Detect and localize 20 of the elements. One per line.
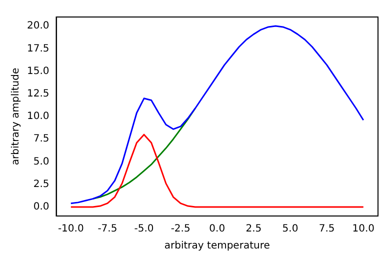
x-tick-label: 10.0 [352,224,375,235]
x-tick-label: 5.0 [282,224,298,235]
y-tick-label: 5.0 [33,156,50,168]
y-tick-label: 7.5 [33,134,50,145]
x-tick-label: -2.5 [170,224,190,235]
y-tick-label: 20.0 [27,20,50,32]
x-tick-label: 2.5 [246,224,262,235]
y-tick-label: 0.0 [33,202,50,213]
y-tick-label: 12.5 [27,88,50,100]
x-tick-label: 7.5 [318,224,335,235]
x-tick-label: 0.0 [209,224,226,235]
x-tick-label: -7.5 [98,224,118,235]
y-tick-label: 2.5 [33,178,50,190]
y-axis-title: arbitrary amplitude [10,68,22,166]
x-tick-label: -10.0 [58,224,84,235]
y-tick-label: 15.0 [27,66,50,77]
x-tick-label: -5.0 [134,224,154,235]
y-tick-label: 10.0 [27,111,50,122]
x-axis-title: arbitray temperature [164,240,270,252]
y-tick-label: 17.5 [27,43,50,54]
